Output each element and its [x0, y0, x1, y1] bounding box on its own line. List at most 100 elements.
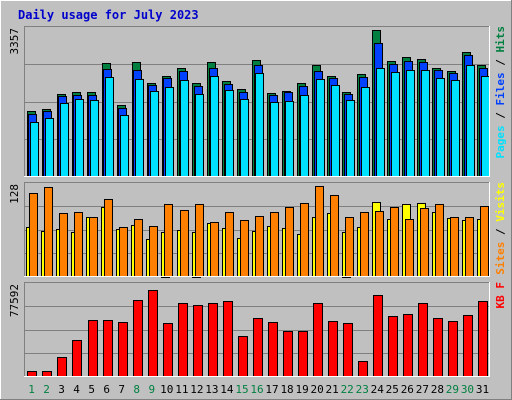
sites-bar-24 [375, 211, 384, 277]
day-label: 17 [265, 383, 278, 396]
legend-sites: Sites [494, 242, 507, 275]
sites-bar-14 [225, 212, 234, 277]
series-legend: KB F [494, 282, 507, 309]
pages-bar-11 [180, 80, 189, 177]
kb-f-bar-19 [298, 331, 308, 377]
sites-bar-31 [480, 206, 489, 277]
pages-bar-24 [376, 68, 385, 177]
kb-f-bar-26 [403, 314, 413, 377]
kb-f-bar-2 [42, 371, 52, 377]
sites-bar-7 [119, 227, 128, 277]
kb-f-bar-7 [118, 322, 128, 377]
sites-bar-26 [405, 219, 414, 277]
pages-bar-3 [60, 103, 69, 177]
sites-bar-11 [180, 210, 189, 277]
kb-f-bar-23 [358, 361, 368, 377]
pages-bar-21 [331, 85, 340, 177]
sites-bar-9 [149, 226, 158, 277]
day-label: 16 [250, 383, 263, 396]
kb-f-bar-20 [313, 303, 323, 377]
day-label: 2 [43, 383, 50, 396]
pages-bar-26 [406, 70, 415, 177]
sites-bar-20 [315, 186, 324, 277]
sites-bar-30 [465, 217, 474, 277]
kb-f-bar-25 [388, 316, 398, 377]
kb-f-bar-12 [193, 305, 203, 377]
pages-bar-1 [30, 122, 39, 177]
day-label: 8 [133, 383, 140, 396]
sites-bar-19 [300, 203, 309, 277]
day-label: 10 [160, 383, 173, 396]
pages-bar-2 [45, 118, 54, 177]
y-axis-max-label: 128 [8, 184, 21, 204]
day-label: 7 [118, 383, 125, 396]
day-label: 26 [401, 383, 414, 396]
kb-f-bar-11 [178, 303, 188, 377]
sites-bar-2 [44, 187, 53, 277]
pages-bar-29 [451, 80, 460, 177]
panel-hits-files-pages: 3357 Pages / Files / Hits [8, 26, 507, 177]
sites-bar-4 [74, 212, 83, 277]
day-label: 13 [205, 383, 218, 396]
kb-f-bar-29 [448, 321, 458, 377]
kb-f-bar-28 [433, 318, 443, 377]
kb-f-bar-16 [253, 318, 263, 377]
pages-bar-18 [285, 101, 294, 177]
x-axis-day-labels: 1 2 3 4 5 6 7 8 9 10 11 12 13 14 15 16 17 18 19 20 21 22 23 24 2… [28, 383, 489, 396]
sites-bar-25 [390, 207, 399, 277]
day-label: 25 [386, 383, 399, 396]
pages-bar-6 [105, 77, 114, 177]
pages-bar-27 [421, 70, 430, 177]
day-label: 1 [28, 383, 35, 396]
y-axis-max-label: 3357 [8, 28, 21, 55]
sites-bar-10 [164, 204, 173, 277]
kb-f-bar-30 [463, 315, 473, 377]
day-label: 6 [103, 383, 110, 396]
pages-bar-19 [300, 95, 309, 177]
kb-f-bar-22 [343, 323, 353, 377]
kb-f-bar-5 [88, 320, 98, 377]
day-label: 4 [73, 383, 80, 396]
kb-f-bar-17 [268, 322, 278, 377]
pages-bar-13 [210, 76, 219, 177]
legend-kb-f: KB F [494, 282, 507, 309]
y-axis-max-label: 77592 [8, 284, 21, 317]
kb-f-bar-15 [238, 336, 248, 377]
sites-bar-17 [270, 212, 279, 277]
sites-bar-23 [360, 212, 369, 277]
pages-bar-16 [255, 73, 264, 177]
sites-bar-22 [345, 217, 354, 277]
legend-separator: / [494, 53, 507, 73]
day-label: 27 [416, 383, 429, 396]
pages-bar-28 [436, 78, 445, 177]
day-label: 31 [476, 383, 489, 396]
day-label: 23 [356, 383, 369, 396]
pages-bar-31 [481, 76, 490, 177]
day-label: 20 [311, 383, 324, 396]
kb-f-bar-8 [133, 300, 143, 377]
sites-bar-13 [210, 222, 219, 277]
day-label: 3 [58, 383, 65, 396]
pages-bar-30 [466, 65, 475, 177]
series-legend: Pages / Files / Hits [494, 26, 507, 159]
sites-bar-5 [89, 217, 98, 277]
kb-f-bar-24 [373, 295, 383, 377]
day-label: 15 [235, 383, 248, 396]
pages-bar-9 [150, 91, 159, 177]
legend-visits: Visits [494, 182, 507, 222]
pages-bar-4 [75, 99, 84, 177]
kb-f-bar-18 [283, 331, 293, 377]
pages-bar-12 [195, 94, 204, 177]
day-label: 30 [461, 383, 474, 396]
legend-separator: / [494, 222, 507, 242]
pages-bar-23 [361, 87, 370, 177]
day-label: 14 [220, 383, 234, 396]
legend-files: Files [494, 72, 507, 105]
sites-bar-15 [240, 220, 249, 277]
day-label: 28 [431, 383, 444, 396]
legend-hits: Hits [494, 26, 507, 53]
kb-f-bar-27 [418, 303, 428, 377]
sites-bar-27 [420, 208, 429, 277]
sites-bar-29 [450, 217, 459, 277]
